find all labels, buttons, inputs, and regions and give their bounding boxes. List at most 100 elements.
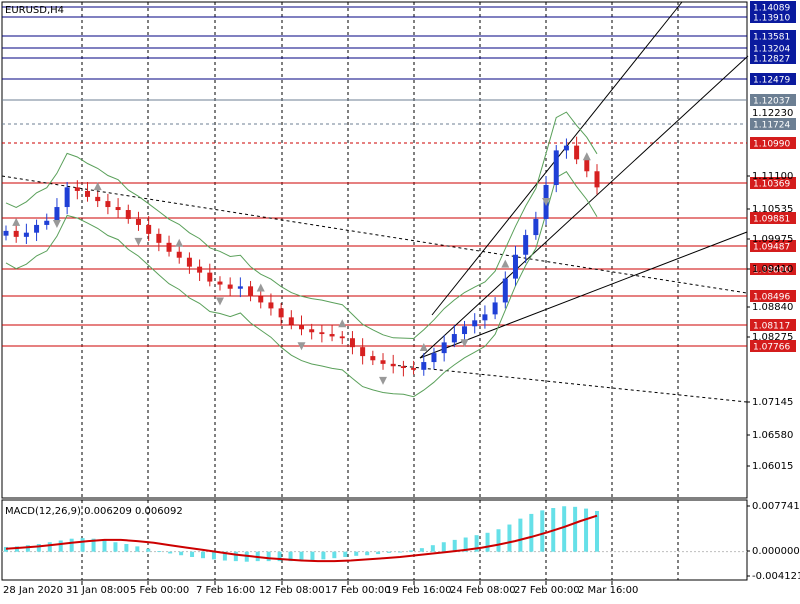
- fractal-up-arrow: [12, 217, 21, 226]
- fractal-down-arrow: [134, 237, 143, 246]
- candle-body-bear: [135, 218, 141, 225]
- candle-body-bull: [421, 362, 427, 370]
- macd-axis-tick: -0.004121: [752, 571, 800, 582]
- price-pane-frame: [1, 1, 748, 499]
- time-label: 2 Mar 16:00: [578, 585, 638, 596]
- macd-histogram-bar: [321, 551, 326, 560]
- macd-histogram-bar: [441, 542, 446, 552]
- price-axis-tick: 1.08275: [752, 332, 793, 343]
- fractal-up-arrow: [93, 182, 102, 191]
- candle-body-bear: [217, 281, 223, 285]
- macd-histogram-bar: [595, 510, 599, 552]
- fractal-up-arrow: [256, 283, 265, 292]
- time-label: 5 Feb 00:00: [130, 585, 189, 596]
- bollinger-lower-band: [5, 171, 598, 398]
- macd-histogram-bar: [518, 518, 523, 552]
- price-level-box: [750, 212, 796, 224]
- candle-body-bull: [44, 220, 50, 225]
- macd-axis-tick: 0.007741: [752, 501, 800, 512]
- price-axis-tick: 1.12230: [752, 108, 793, 119]
- fractal-down-arrow: [379, 376, 388, 385]
- candle-body-bear: [390, 363, 396, 367]
- horizontal-level-lines[interactable]: [2, 6, 747, 347]
- time-label: 27 Feb 00:00: [514, 585, 580, 596]
- macd-histogram-bar: [36, 544, 41, 552]
- macd-histogram-bar: [266, 551, 271, 562]
- channel-line-middle[interactable]: [419, 55, 749, 359]
- candle-body-bear: [268, 302, 274, 309]
- macd-histogram-bar: [157, 551, 162, 552]
- macd-histogram-bar: [452, 539, 457, 552]
- candle-body-bull: [512, 254, 518, 279]
- macd-histogram-bar: [168, 551, 173, 554]
- candle-body-bear: [400, 366, 406, 369]
- candle-body-bull: [462, 326, 468, 335]
- price-axis-tick: 1.09975: [752, 234, 793, 245]
- time-label: 17 Feb 00:00: [325, 585, 391, 596]
- macd-histogram-bar: [4, 546, 8, 552]
- fractal-down-arrow: [542, 197, 551, 206]
- macd-histogram-bar: [190, 551, 195, 557]
- candle-body-bear: [186, 257, 192, 267]
- fractal-down-arrow: [52, 220, 61, 229]
- candle-body-bear: [278, 308, 284, 318]
- candle-body-bull: [472, 320, 478, 327]
- macd-histogram-bar: [91, 538, 96, 552]
- price-level-box: [750, 42, 796, 54]
- bollinger-bands: [5, 111, 598, 398]
- candle-body-bull: [492, 302, 498, 315]
- macd-histogram-bar: [398, 551, 402, 553]
- candle-body-bear: [360, 347, 366, 357]
- candle-body-bull: [502, 278, 508, 303]
- time-label: 24 Feb 08:00: [450, 585, 516, 596]
- macd-histogram-bar: [201, 551, 205, 559]
- price-level-box: [750, 319, 796, 331]
- macd-histogram-bar: [387, 551, 392, 553]
- time-label: 31 Jan 08:00: [66, 585, 129, 596]
- candle-body-bear: [299, 324, 304, 330]
- price-axis-tick: 1.11100: [752, 171, 793, 182]
- candle-body-bear: [380, 360, 386, 364]
- macd-histogram-bar: [332, 551, 337, 559]
- channel-line-lower[interactable]: [419, 231, 748, 359]
- macd-histogram-bar: [124, 544, 129, 552]
- macd-histogram-bar: [310, 551, 315, 560]
- candle-body-bull: [563, 145, 569, 151]
- candle-body-bear: [146, 224, 152, 234]
- price-level-label: 1.13910: [753, 14, 790, 24]
- fractal-up-arrow: [419, 343, 428, 352]
- macd-histogram-bar: [365, 551, 370, 556]
- candle-body-bear: [105, 201, 111, 208]
- macd-histogram-bar: [146, 548, 151, 552]
- fractal-down-arrow: [297, 342, 306, 351]
- candle-body-bear: [349, 338, 355, 348]
- macd-histogram-bar: [14, 546, 19, 552]
- candle-body-bull: [64, 187, 70, 208]
- price-level-label: 1.13581: [753, 33, 790, 43]
- macd-histogram-bar: [135, 546, 140, 552]
- price-axis-tick: 1.06580: [752, 430, 793, 441]
- price-level-label: 1.13204: [753, 45, 790, 55]
- candle-body-bear: [574, 145, 580, 160]
- candle-body-bear: [309, 329, 315, 333]
- price-level-label: 1.08496: [753, 293, 790, 303]
- candle-body-bear: [329, 334, 335, 337]
- price-level-label: 1.12827: [753, 55, 790, 65]
- price-level-box: [750, 73, 796, 85]
- price-level-box: [750, 1, 796, 13]
- candle-body-bear: [115, 207, 121, 211]
- candle-body-bear: [95, 196, 101, 202]
- price-axis-tick: 1.08840: [752, 302, 793, 313]
- candle-body-bear: [166, 242, 172, 252]
- fractal-up-arrow: [338, 319, 347, 328]
- macd-histogram-bar: [179, 551, 184, 556]
- macd-histogram-bar: [584, 508, 589, 552]
- candle-body-bear: [156, 233, 162, 243]
- candle-body-bear: [13, 230, 19, 237]
- price-level-label: 1.09487: [753, 243, 790, 253]
- macd-histogram-bar: [211, 551, 216, 560]
- price-level-box: [750, 52, 796, 64]
- price-level-box: [750, 137, 796, 149]
